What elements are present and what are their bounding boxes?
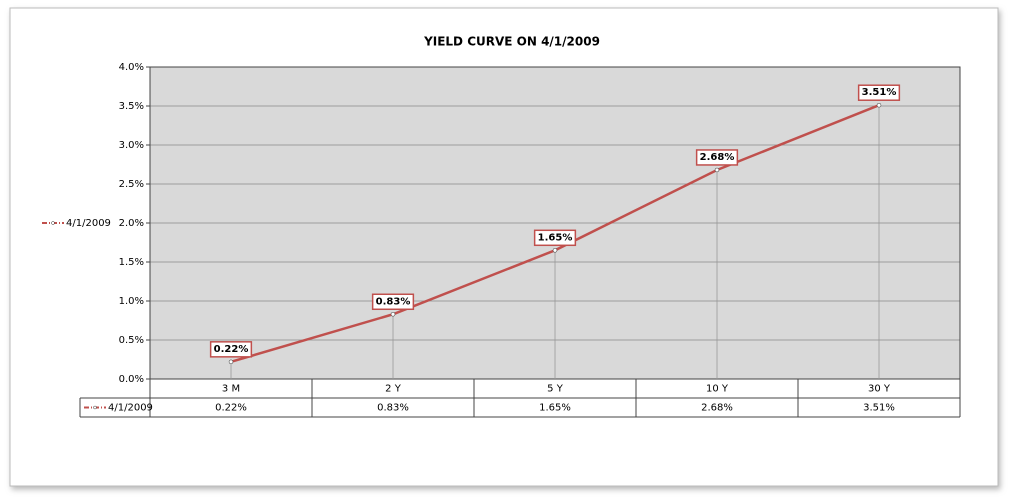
x-tick-label: 30 Y (868, 384, 891, 395)
point-marker (552, 248, 558, 253)
x-tick-label: 10 Y (706, 384, 729, 395)
table-row-header: 4/1/2009 (108, 403, 153, 414)
y-tick-label: 2.5% (119, 179, 144, 190)
x-tick-label: 5 Y (547, 384, 564, 395)
table-value: 3.51% (863, 403, 895, 414)
data-label-box (209, 341, 253, 358)
point-marker (714, 167, 720, 173)
chart-title: YIELD CURVE ON 4/1/2009 (423, 35, 600, 49)
data-label: 0.83% (376, 296, 411, 307)
y-tick-label: 1.5% (119, 257, 144, 268)
data-label-box (857, 84, 901, 101)
y-tick-label: 0.0% (119, 374, 144, 385)
y-tick-label: 2.0% (119, 218, 144, 229)
x-tick-label: 2 Y (385, 384, 402, 395)
legend-key-marker (51, 221, 55, 225)
data-label: 3.51% (862, 87, 897, 98)
x-tick-label: 3 M (222, 384, 240, 395)
y-tick-label: 3.5% (119, 101, 144, 112)
y-tick-label: 0.5% (119, 335, 144, 346)
point-marker (228, 359, 234, 365)
table-value: 2.68% (701, 403, 733, 414)
data-label-box (533, 229, 577, 247)
y-tick-label: 4.0% (119, 62, 144, 73)
data-label: 0.22% (214, 344, 249, 355)
data-label: 2.68% (700, 152, 735, 163)
legend-key-marker (93, 405, 97, 410)
y-tick-label: 1.0% (119, 296, 144, 307)
data-label-box (371, 293, 415, 311)
point-marker (390, 312, 396, 317)
point-marker (876, 102, 882, 108)
table-value: 1.65% (539, 403, 571, 414)
table-value: 0.22% (215, 403, 247, 414)
table-value: 0.83% (377, 403, 409, 414)
data-label: 1.65% (538, 232, 573, 243)
y-tick-label: 3.0% (119, 140, 144, 151)
legend-label: 4/1/2009 (66, 218, 111, 229)
data-label-box (695, 149, 739, 166)
